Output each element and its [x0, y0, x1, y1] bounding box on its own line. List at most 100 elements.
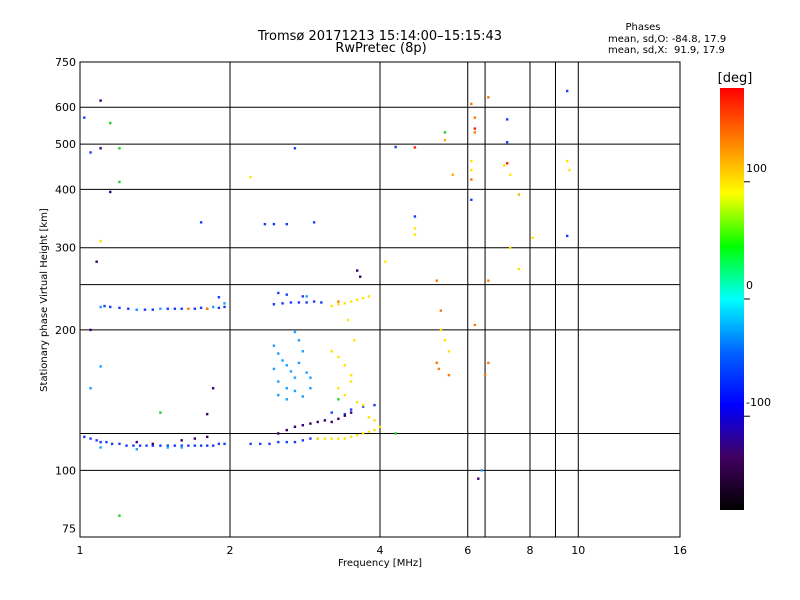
data-point [320, 301, 323, 304]
y-tick-label: 500 [55, 138, 76, 151]
data-point [309, 437, 312, 440]
data-point [505, 140, 509, 144]
data-point [285, 440, 288, 444]
data-point [361, 432, 365, 435]
data-point [508, 173, 512, 176]
data-point [109, 121, 112, 125]
data-point [297, 361, 301, 365]
data-point [361, 403, 365, 407]
x-tick-label: 10 [571, 544, 585, 557]
data-point [323, 419, 327, 422]
data-point [349, 408, 353, 411]
data-point [312, 221, 316, 224]
data-point [263, 222, 267, 226]
colorbar [720, 88, 744, 510]
data-point [109, 305, 112, 309]
data-point [95, 439, 98, 442]
data-point [330, 304, 333, 308]
data-point [358, 275, 362, 278]
data-points [83, 89, 571, 517]
data-point [83, 435, 86, 439]
data-point [285, 364, 288, 367]
data-point [355, 433, 359, 437]
data-point [384, 260, 387, 263]
data-point [394, 145, 397, 149]
data-point [118, 180, 121, 184]
data-point [223, 305, 226, 309]
x-tick-label: 4 [377, 544, 384, 557]
data-point [145, 444, 148, 447]
data-point [343, 393, 347, 397]
data-point [349, 373, 353, 377]
data-point [349, 380, 353, 383]
data-point [89, 387, 92, 390]
data-point [272, 367, 276, 371]
data-point [451, 173, 455, 176]
data-point [470, 168, 473, 172]
data-point [272, 303, 276, 306]
data-point [394, 432, 397, 435]
data-point [187, 307, 190, 310]
data-point [272, 222, 276, 226]
data-point [343, 412, 347, 416]
data-point [309, 422, 312, 425]
data-point [470, 178, 473, 181]
stats-line-x: mean, sd,X: 91.9, 17.9 [608, 45, 725, 56]
data-point [447, 350, 451, 353]
data-point [470, 102, 473, 106]
data-point [343, 302, 347, 305]
data-point [367, 295, 371, 298]
data-point [151, 442, 155, 446]
data-point [437, 367, 441, 371]
data-point [330, 411, 333, 414]
data-point [135, 440, 138, 444]
data-point [367, 416, 371, 419]
data-point [180, 307, 183, 310]
data-point [277, 440, 280, 444]
data-point [268, 442, 271, 446]
colorbar-tick-label: 0 [746, 279, 753, 292]
data-point [413, 227, 417, 230]
data-point [477, 477, 480, 480]
data-point [259, 442, 262, 446]
data-point [281, 302, 284, 305]
data-point [293, 147, 297, 150]
data-point [565, 234, 569, 238]
data-point [508, 246, 512, 249]
data-point [293, 425, 297, 429]
data-point [118, 442, 121, 446]
y-tick-label: 600 [55, 101, 76, 114]
data-point [272, 344, 276, 347]
data-point [565, 159, 569, 163]
data-point [309, 376, 312, 379]
data-point [99, 446, 102, 449]
data-point [293, 376, 297, 379]
data-point [435, 279, 438, 282]
x-tick-labels: 1 2 4 6 8 10 16 [77, 544, 688, 557]
x-tick-label: 8 [527, 544, 534, 557]
data-point [355, 401, 359, 404]
colorbar-label: [deg] [718, 71, 753, 86]
stats-header: Phases [625, 22, 660, 33]
chart-subtitle: RwPretec (8p) [335, 41, 426, 56]
data-point [435, 361, 438, 365]
data-point [439, 328, 443, 332]
data-point [211, 387, 215, 390]
data-point [343, 414, 347, 417]
data-point [487, 279, 490, 282]
data-point [99, 147, 102, 150]
data-point [483, 373, 487, 377]
data-point [89, 328, 92, 332]
plot-grid [80, 62, 680, 537]
data-point [173, 444, 177, 447]
data-point [83, 116, 86, 119]
data-point [473, 127, 477, 130]
data-point [125, 444, 128, 447]
data-point [361, 296, 365, 300]
data-point [413, 233, 417, 236]
data-point [217, 296, 221, 299]
data-point [99, 440, 102, 444]
data-point [480, 469, 483, 472]
data-point [337, 355, 340, 359]
data-point [305, 301, 308, 304]
